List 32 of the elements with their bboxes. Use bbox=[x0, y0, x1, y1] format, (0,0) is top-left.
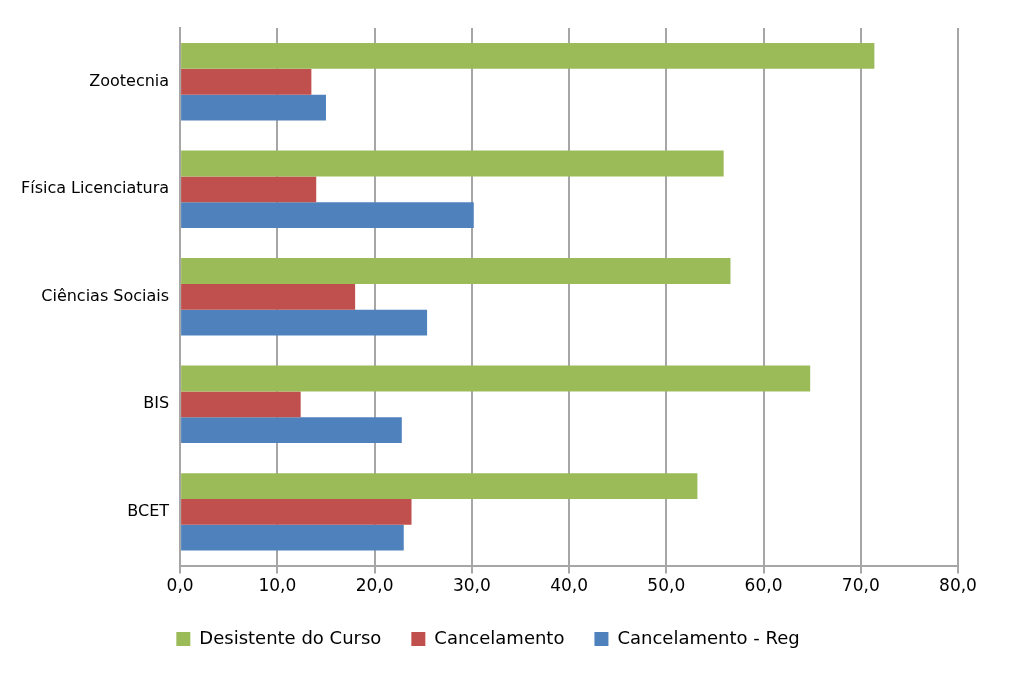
bar bbox=[181, 365, 811, 392]
legend-label: Desistente do Curso bbox=[199, 626, 382, 648]
y-tick-label: Física Licenciatura bbox=[20, 178, 170, 198]
y-tick-label: BCET bbox=[127, 501, 170, 520]
bar bbox=[181, 94, 326, 121]
bar bbox=[181, 68, 312, 95]
bar bbox=[181, 43, 875, 69]
legend-label: Cancelamento bbox=[434, 626, 565, 648]
x-tick-label: 50,0 bbox=[647, 575, 686, 596]
x-tick-label: 0,0 bbox=[166, 575, 194, 596]
bar bbox=[181, 498, 412, 525]
x-tick-label: 80,0 bbox=[939, 575, 977, 596]
x-tick-label: 40,0 bbox=[550, 575, 588, 596]
y-tick-label: Zootecnia bbox=[89, 70, 170, 90]
bar bbox=[181, 309, 428, 336]
bar bbox=[181, 417, 402, 444]
y-tick-label: BIS bbox=[143, 393, 170, 413]
bar bbox=[181, 473, 698, 499]
bar bbox=[181, 150, 724, 177]
x-tick-label: 60,0 bbox=[744, 575, 783, 596]
x-tick-label: 30,0 bbox=[452, 575, 491, 596]
bar bbox=[181, 176, 317, 203]
x-tick-label: 20,0 bbox=[355, 575, 394, 596]
bar bbox=[181, 258, 731, 284]
bar bbox=[181, 202, 474, 228]
legend-label: Cancelamento - Reg bbox=[617, 626, 800, 648]
bar bbox=[181, 524, 404, 551]
x-tick-label: 10,0 bbox=[258, 575, 297, 596]
bar bbox=[181, 391, 301, 418]
x-tick-label: 70,0 bbox=[841, 575, 880, 596]
bar bbox=[181, 283, 356, 310]
y-tick-label: Ciências Sociais bbox=[41, 285, 170, 305]
